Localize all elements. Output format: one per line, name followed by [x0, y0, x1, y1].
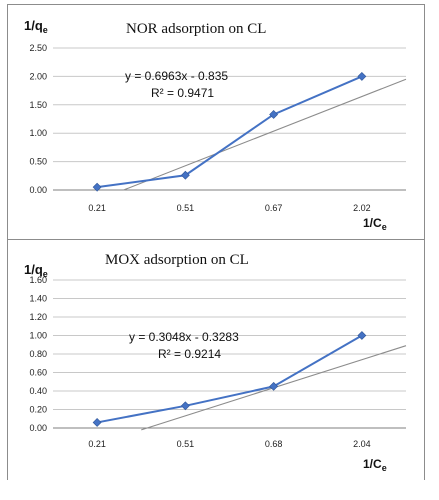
y-axis-label: 1/qe — [24, 18, 48, 35]
y-tick-label: 0.20 — [29, 405, 47, 415]
trendline-equation: y = 0.3048x - 0.3283 — [129, 330, 239, 344]
chart-title: MOX adsorption on CL — [105, 252, 249, 268]
y-tick-label: 1.60 — [29, 275, 47, 285]
series-line — [96, 334, 363, 424]
series-line — [96, 75, 363, 189]
y-tick-label: 1.00 — [29, 331, 47, 341]
x-tick-label: 0.51 — [177, 203, 195, 213]
y-tick-label: 1.50 — [29, 100, 47, 110]
y-tick-label: 1.40 — [29, 294, 47, 304]
data-point — [357, 71, 367, 81]
nor-chart: 0.00 0.50 1.00 1.50 2.00 2.50 0.21 0.51 0.67 2.02… — [24, 18, 407, 232]
data-point — [180, 170, 190, 180]
chart-panel-mox: 0.00 0.20 0.40 0.60 0.80 1.00 1.20 1.40 1.60 0.21… — [8, 239, 424, 480]
r-squared-label: R² = 0.9214 — [158, 347, 221, 361]
y-tick-label: 0.00 — [29, 423, 47, 433]
x-axis-label: 1/Ce — [363, 216, 387, 232]
y-tick-label: 0.40 — [29, 386, 47, 396]
mox-chart: 0.00 0.20 0.40 0.60 0.80 1.00 1.20 1.40 1.60 0.21… — [24, 252, 407, 473]
data-point — [92, 418, 102, 427]
y-tick-label: 0.50 — [29, 157, 47, 167]
x-tick-label: 0.68 — [265, 439, 283, 449]
data-point — [357, 331, 367, 340]
x-tick-label: 0.51 — [177, 439, 195, 449]
x-tick-label: 0.21 — [88, 439, 106, 449]
x-tick-label: 0.21 — [88, 203, 106, 213]
y-tick-label: 0.80 — [29, 349, 47, 359]
x-tick-label: 0.67 — [265, 203, 283, 213]
chart-panel-nor: 0.00 0.50 1.00 1.50 2.00 2.50 0.21 0.51 0.67 2.02… — [8, 5, 424, 239]
figure: 0.00 0.50 1.00 1.50 2.00 2.50 0.21 0.51 0.67 2.02… — [7, 4, 425, 480]
x-tick-label: 2.04 — [353, 439, 371, 449]
y-axis-label: 1/qe — [24, 262, 48, 279]
data-point — [92, 182, 102, 192]
chart-title: NOR adsorption on CL — [126, 21, 266, 37]
x-tick-label: 2.02 — [353, 203, 371, 213]
y-tick-label: 2.50 — [29, 43, 47, 53]
y-tick-label: 1.20 — [29, 312, 47, 322]
x-axis-label: 1/Ce — [363, 457, 387, 473]
trendline-equation: y = 0.6963x - 0.835 — [125, 69, 228, 83]
r-squared-label: R² = 0.9471 — [151, 86, 214, 100]
trendline — [123, 78, 407, 191]
y-tick-label: 0.00 — [29, 185, 47, 195]
data-point — [269, 381, 279, 391]
y-tick-label: 0.60 — [29, 368, 47, 378]
data-point — [269, 110, 279, 119]
y-tick-label: 2.00 — [29, 71, 47, 81]
y-tick-label: 1.00 — [29, 128, 47, 138]
data-point — [180, 401, 190, 411]
